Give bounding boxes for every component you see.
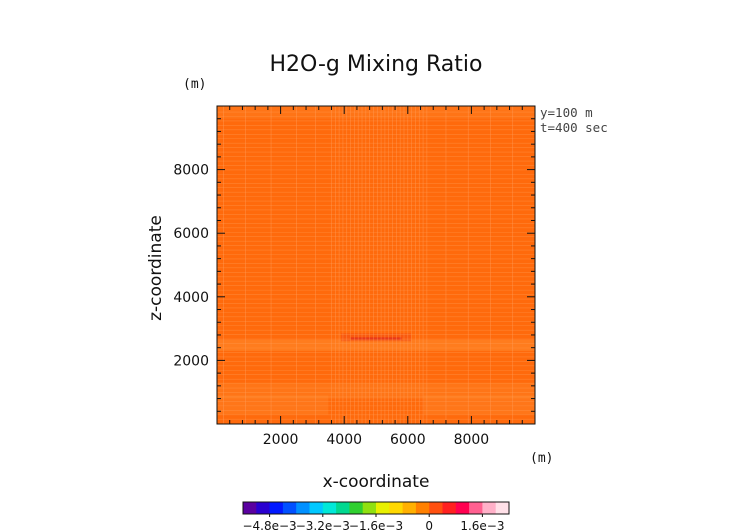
colorbar-tick-label: 1.6e−3 (460, 519, 504, 532)
x-tick-label: 4000 (326, 432, 362, 448)
field-band (423, 395, 535, 415)
field-band (217, 339, 535, 351)
x-tick-label: 6000 (390, 432, 426, 448)
colorbar-segment (322, 502, 337, 514)
colorbar-segment (429, 502, 443, 514)
colorbar-segment (282, 502, 297, 514)
y-tick-label: 2000 (173, 353, 209, 369)
colorbar-segment (469, 502, 483, 514)
colorbar-segment (256, 502, 271, 514)
colorbar-segment (362, 502, 377, 514)
x-axis-label: x-coordinate (323, 472, 430, 492)
colorbar-segment (309, 502, 324, 514)
colorbar-segment (269, 502, 284, 514)
colorbar-segment (336, 502, 350, 514)
x-tick-label: 8000 (454, 432, 490, 448)
colorbar-segment (376, 502, 390, 514)
colorbar-tick-label: −3.2e−3 (296, 519, 350, 532)
colorbar-segment (442, 502, 457, 514)
colorbar-tick-label: 0 (425, 519, 433, 532)
chart-title: H2O-g Mixing Ratio (270, 52, 483, 77)
field-band (217, 395, 329, 415)
annotation-time: t=400 sec (540, 120, 608, 135)
colorbar-segment (482, 502, 497, 514)
x-axis-unit: (m) (530, 451, 553, 466)
y-tick-label: 4000 (173, 290, 209, 306)
colorbar-segment (455, 502, 470, 514)
axis-ticks: 2000 4000 6000 8000 2000 4000 6000 8000 (173, 106, 535, 448)
colorbar-tick-label: −1.6e−3 (349, 519, 403, 532)
colorbar-segment (415, 502, 430, 514)
annotation-y-slice: y=100 m (540, 105, 593, 120)
colorbar-segment (495, 502, 510, 514)
colorbar-segment (349, 502, 364, 514)
colorbar-labels: −4.8e−3−3.2e−3−1.6e−3 0 1.6e−3 (242, 514, 504, 532)
colorbar-tick-label: −4.8e−3 (242, 519, 296, 532)
colorbar-segment (243, 502, 257, 514)
colorbar (243, 502, 510, 514)
colorbar-segment (296, 502, 310, 514)
y-axis-unit: (m) (183, 77, 206, 92)
plot-frame (216, 105, 536, 425)
mixing-ratio-field (217, 106, 535, 424)
colorbar-segment (402, 502, 417, 514)
y-axis-label: z-coordinate (146, 215, 166, 321)
field-band (217, 106, 535, 119)
plot-background (217, 106, 535, 424)
field-band (341, 333, 411, 342)
field-band (350, 337, 402, 340)
y-tick-label: 8000 (173, 163, 209, 179)
colorbar-segment (389, 502, 404, 514)
y-tick-label: 6000 (173, 226, 209, 242)
x-tick-label: 2000 (263, 432, 299, 448)
